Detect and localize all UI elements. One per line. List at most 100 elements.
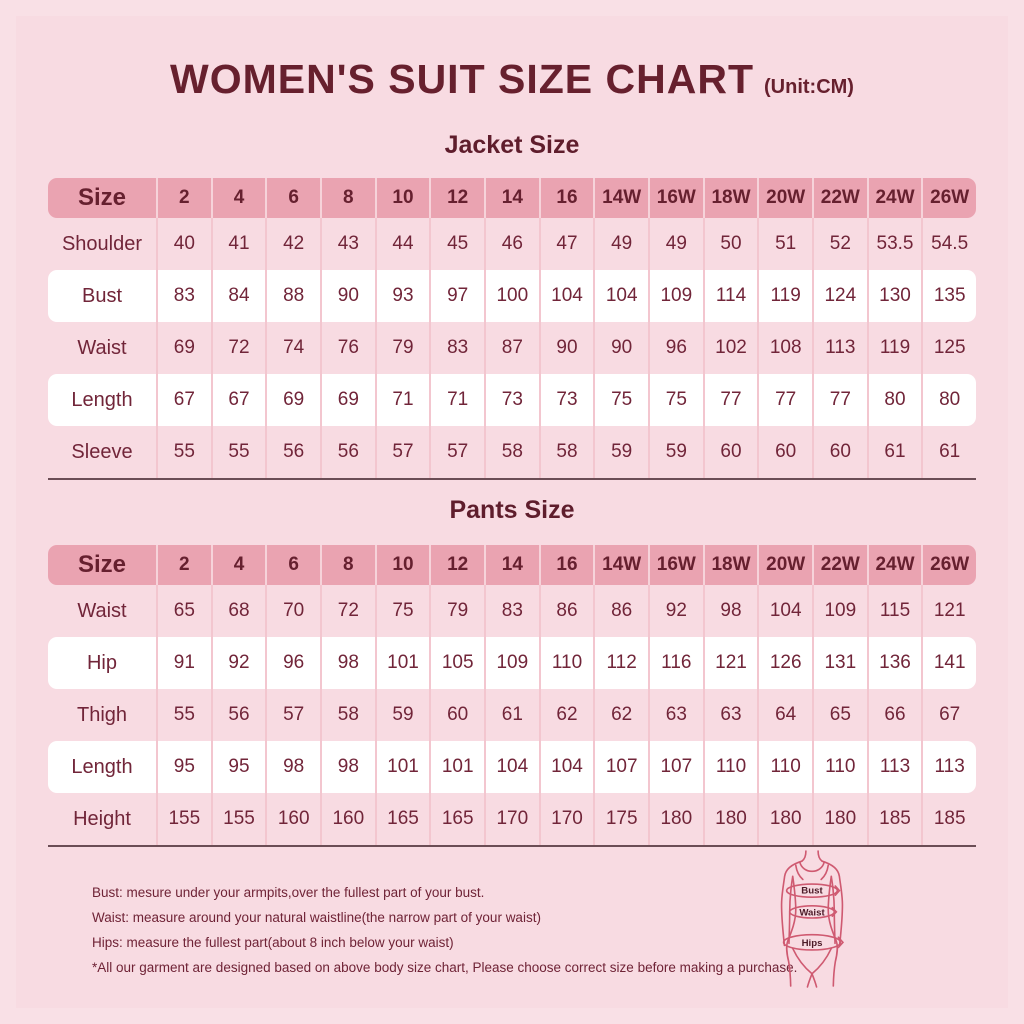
table-cell: 69 xyxy=(156,322,211,374)
table-cell: 79 xyxy=(429,585,484,637)
table-row-thigh: Thigh 55 56 57 58 59 60 61 62 62 63 63 64 65 66 67 xyxy=(48,689,976,741)
table-cell: 77 xyxy=(812,374,867,426)
table-cell: 86 xyxy=(538,585,594,637)
table-cell: 90 xyxy=(593,322,648,374)
table-cell: 42 xyxy=(265,218,320,270)
table-cell: 96 xyxy=(648,322,703,374)
table-cell: 55 xyxy=(210,426,266,478)
table-cell: 77 xyxy=(757,374,812,426)
table-cell: 63 xyxy=(648,689,703,741)
table-cell: 72 xyxy=(210,322,266,374)
row-label: Waist xyxy=(77,336,127,359)
table-cell: 57 xyxy=(265,689,320,741)
size-header-2: 2 xyxy=(156,545,211,585)
table-cell: 64 xyxy=(757,689,812,741)
table-cell: 113 xyxy=(921,741,976,793)
table-cell: 60 xyxy=(429,689,484,741)
table-cell: 83 xyxy=(429,322,484,374)
table-cell: 49 xyxy=(593,218,648,270)
table-cell: 63 xyxy=(702,689,758,741)
table-cell: 52 xyxy=(812,218,867,270)
table-cell: 135 xyxy=(921,270,976,322)
table-row-hip: Hip 91 92 96 98 101 105 109 110 112 116 121 126 131 13… xyxy=(48,637,976,689)
table-cell: 86 xyxy=(593,585,648,637)
table-cell: 131 xyxy=(812,637,867,689)
table-cell: 60 xyxy=(702,426,758,478)
hips-band-label: Hips xyxy=(802,938,823,949)
note-line: Hips: measure the fullest part(about 8 i… xyxy=(92,935,454,950)
table-cell: 93 xyxy=(374,270,430,322)
table-cell: 56 xyxy=(320,426,375,478)
size-header-16: 16 xyxy=(538,178,594,218)
table-cell: 83 xyxy=(156,270,211,322)
table-cell: 71 xyxy=(374,374,430,426)
waist-band-arrow xyxy=(831,906,838,917)
table-row-sleeve: Sleeve 55 55 56 56 57 57 58 58 59 59 60 60 60 61 61 xyxy=(48,426,976,478)
row-label: Length xyxy=(71,755,133,778)
table-cell: 90 xyxy=(320,270,375,322)
table-cell: 70 xyxy=(265,585,320,637)
table-cell: 56 xyxy=(265,426,320,478)
size-header-22W: 22W xyxy=(812,178,867,218)
table-cell: 57 xyxy=(374,426,430,478)
table-cell: 160 xyxy=(320,793,375,845)
table-cell: 110 xyxy=(757,741,812,793)
table-cell: 59 xyxy=(374,689,430,741)
figure-underwear-v xyxy=(791,947,833,975)
table-cell: 112 xyxy=(593,637,648,689)
pants-section-title: Pants Size xyxy=(449,496,575,524)
bust-band-label: Bust xyxy=(801,886,823,897)
note-line: *All our garment are designed based on a… xyxy=(92,960,798,975)
table-cell: 180 xyxy=(812,793,867,845)
table-cell: 91 xyxy=(156,637,211,689)
size-header-24W: 24W xyxy=(866,178,922,218)
table-cell: 87 xyxy=(484,322,539,374)
table-cell: 80 xyxy=(921,374,976,426)
table-cell: 49 xyxy=(648,218,703,270)
table-cell: 126 xyxy=(757,637,812,689)
table-cell: 104 xyxy=(484,741,539,793)
table-cell: 73 xyxy=(538,374,594,426)
size-header-16W: 16W xyxy=(648,178,703,218)
size-header-20W: 20W xyxy=(757,178,812,218)
size-header-24W: 24W xyxy=(866,545,922,585)
table-cell: 155 xyxy=(156,793,211,845)
table-cell: 107 xyxy=(593,741,648,793)
table-cell: 67 xyxy=(156,374,211,426)
table-cell: 97 xyxy=(429,270,484,322)
table-cell: 60 xyxy=(757,426,812,478)
table-cell: 124 xyxy=(812,270,867,322)
table-cell: 40 xyxy=(156,218,211,270)
row-label: Bust xyxy=(81,284,123,307)
table-header-row: Size 2 4 6 8 10 12 14 16 14W 16W 18W 20W 22W 24W 26W xyxy=(48,545,976,585)
table-cell: 185 xyxy=(921,793,976,845)
figure-inner-leg-left xyxy=(806,972,813,988)
unit-label: (Unit:CM) xyxy=(764,76,854,98)
waist-band xyxy=(788,905,836,919)
size-header-10: 10 xyxy=(374,545,430,585)
table-cell: 55 xyxy=(156,426,211,478)
table-cell: 100 xyxy=(484,270,539,322)
table-cell: 185 xyxy=(866,793,922,845)
table-cell: 79 xyxy=(374,322,430,374)
table-cell: 88 xyxy=(265,270,320,322)
table-cell: 53.5 xyxy=(866,218,922,270)
size-header-8: 8 xyxy=(320,545,375,585)
table-cell: 92 xyxy=(648,585,703,637)
table-cell: 165 xyxy=(374,793,430,845)
table-cell: 110 xyxy=(812,741,867,793)
table-cell: 96 xyxy=(265,637,320,689)
table-cell: 61 xyxy=(866,426,922,478)
table-cell: 83 xyxy=(484,585,539,637)
table-cell: 104 xyxy=(593,270,648,322)
jacket-section-title: Jacket Size xyxy=(444,131,580,159)
waist-band-label: Waist xyxy=(799,907,825,918)
size-header-16: 16 xyxy=(538,545,594,585)
table-cell: 136 xyxy=(866,637,922,689)
table-cell: 55 xyxy=(156,689,211,741)
table-cell: 51 xyxy=(757,218,812,270)
body-measurement-figure: Bust Waist Hips xyxy=(764,848,860,988)
page-header: WOMEN'S SUIT SIZE CHART (Unit:CM) xyxy=(0,56,1024,103)
size-header-8: 8 xyxy=(320,178,375,218)
size-header-26W: 26W xyxy=(921,178,976,218)
